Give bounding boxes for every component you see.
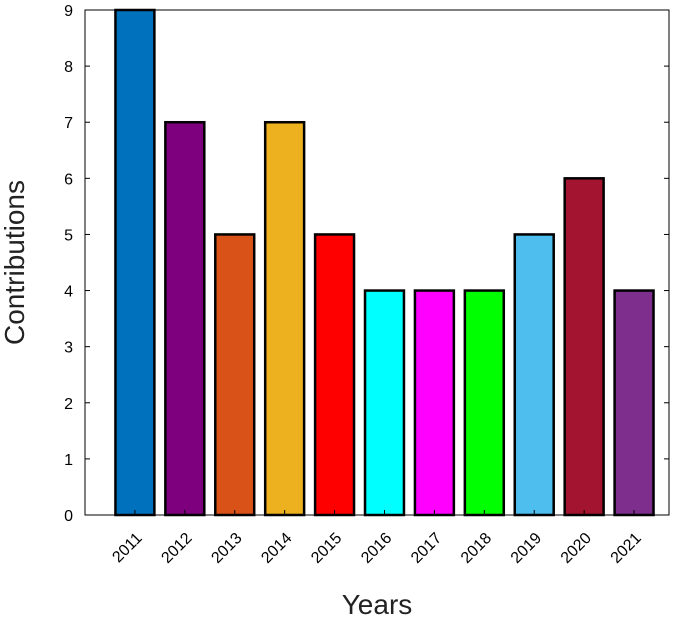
- bar-2015: [313, 233, 356, 517]
- x-tick-label-2018: 2018: [458, 530, 495, 567]
- bar-2013: [214, 233, 256, 517]
- y-tick-label-0: 0: [64, 508, 73, 525]
- y-tick-label-8: 8: [64, 59, 73, 76]
- y-tick-label-1: 1: [64, 452, 73, 469]
- bar-2011: [114, 8, 156, 517]
- x-tick-label-2013: 2013: [208, 530, 245, 567]
- bar-2017: [413, 289, 456, 517]
- bar-2016: [363, 289, 406, 517]
- y-tick-label-5: 5: [64, 227, 73, 244]
- y-tick-label-9: 9: [64, 3, 73, 20]
- y-tick-label-4: 4: [64, 284, 73, 301]
- bars-group: [114, 8, 655, 517]
- plot-frame: [84, 9, 670, 516]
- x-tick-label-2012: 2012: [158, 530, 195, 567]
- x-tick-label-2020: 2020: [558, 530, 595, 567]
- y-axis-title: Contributions: [0, 180, 30, 345]
- x-axis-ticks: 2011 2012 2013 2014 2015 2016 2017 2018 2019 2020…: [109, 510, 645, 567]
- bar-2012: [164, 120, 206, 517]
- y-tick-label-3: 3: [64, 340, 73, 357]
- bar-2018: [463, 289, 506, 517]
- bar-2020: [563, 177, 605, 517]
- x-tick-label-2019: 2019: [508, 530, 545, 567]
- x-tick-label-2015: 2015: [308, 530, 345, 567]
- x-tick-label-2014: 2014: [258, 530, 295, 567]
- x-axis-title: Years: [342, 589, 413, 620]
- x-tick-label-2021: 2021: [608, 530, 645, 567]
- x-tick-label-2016: 2016: [358, 530, 395, 567]
- bar-2019: [513, 233, 555, 517]
- y-tick-label-6: 6: [64, 171, 73, 188]
- bar-2021: [613, 289, 655, 517]
- y-tick-label-2: 2: [64, 396, 73, 413]
- y-tick-label-7: 7: [64, 115, 73, 132]
- bar-2014: [263, 120, 306, 517]
- x-tick-label-2017: 2017: [408, 530, 445, 567]
- x-tick-label-2011: 2011: [109, 530, 145, 566]
